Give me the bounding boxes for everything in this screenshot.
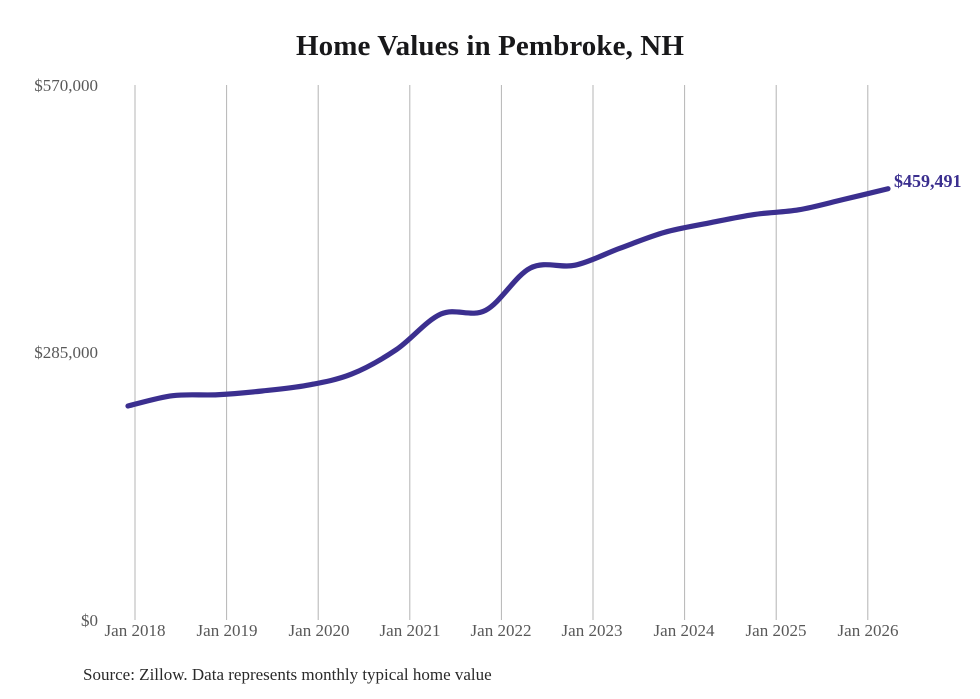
y-axis-tick-top: $570,000 bbox=[34, 76, 98, 95]
value-line-series bbox=[125, 186, 891, 409]
x-axis-tick-jan-2023: Jan 2023 bbox=[561, 621, 623, 640]
source-note: Source: Zillow. Data represents monthly … bbox=[83, 665, 492, 684]
y-axis-tick-middle: $285,000 bbox=[34, 343, 98, 362]
chart-title: Home Values in Pembroke, NH bbox=[295, 30, 685, 62]
x-axis-tick-jan-2024: Jan 2024 bbox=[653, 621, 715, 640]
x-axis-tick-jan-2018: Jan 2018 bbox=[104, 621, 166, 640]
x-axis-tick-jan-2022: Jan 2022 bbox=[470, 621, 532, 640]
x-axis-tick-jan-2020: Jan 2020 bbox=[288, 621, 350, 640]
vertical-gridlines bbox=[134, 85, 869, 620]
x-axis-tick-jan-2019: Jan 2019 bbox=[196, 621, 258, 640]
x-axis-tick-jan-2021: Jan 2021 bbox=[379, 621, 441, 640]
y-axis-tick-zero: $0 bbox=[81, 611, 98, 630]
x-axis-tick-jan-2025: Jan 2025 bbox=[745, 621, 807, 640]
end-value-annotation: $459,491 bbox=[894, 170, 962, 191]
x-axis-tick-jan-2026: Jan 2026 bbox=[837, 621, 899, 640]
